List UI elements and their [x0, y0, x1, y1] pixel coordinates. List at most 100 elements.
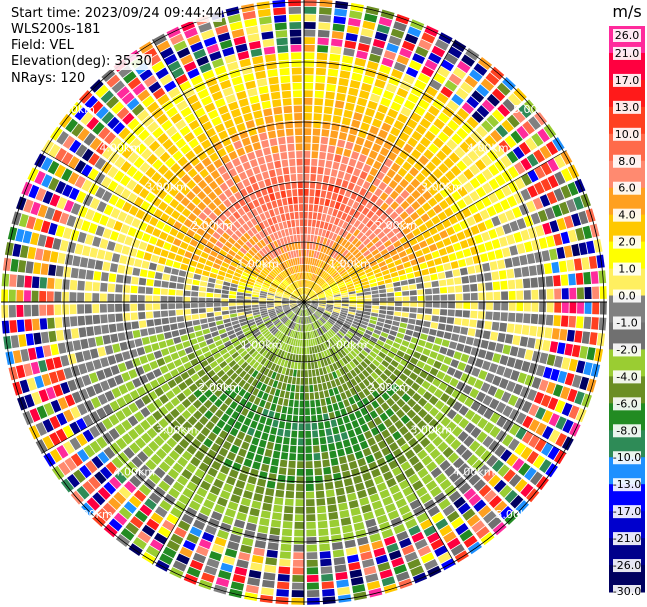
- range-gate: [320, 136, 329, 145]
- range-gate: [386, 230, 395, 239]
- range-gate: [458, 482, 472, 495]
- range-gate: [356, 329, 365, 336]
- range-gate: [332, 272, 339, 278]
- range-gate: [317, 268, 323, 276]
- range-gate: [423, 413, 434, 424]
- range-gate: [336, 264, 343, 272]
- range-gate: [576, 360, 586, 374]
- range-gate: [427, 197, 438, 207]
- range-gate: [328, 240, 335, 248]
- range-gate: [360, 277, 368, 283]
- range-gate: [409, 307, 417, 313]
- range-gate: [273, 412, 281, 421]
- range-gate: [551, 261, 560, 274]
- range-gate: [481, 231, 491, 242]
- range-gate: [416, 195, 427, 206]
- range-gate: [349, 302, 357, 305]
- range-gate: [264, 449, 273, 458]
- range-gate: [305, 264, 308, 272]
- range-gate: [414, 538, 428, 550]
- range-gate: [477, 222, 487, 233]
- range-gate: [309, 346, 313, 354]
- range-gate: [394, 306, 402, 312]
- range-gate: [355, 332, 363, 339]
- range-gate: [483, 408, 494, 420]
- range-gate: [356, 310, 364, 314]
- range-gate: [485, 372, 495, 384]
- range-gate: [357, 129, 368, 139]
- range-gate: [344, 241, 351, 249]
- range-gate: [512, 335, 521, 346]
- range-gate: [457, 393, 468, 404]
- range-gate: [464, 364, 474, 375]
- range-gate: [444, 434, 456, 445]
- range-gate: [355, 313, 363, 317]
- range-gate: [415, 46, 429, 58]
- range-gate: [308, 281, 312, 288]
- range-gate: [375, 217, 384, 227]
- range-gate: [335, 369, 342, 378]
- range-gate: [500, 280, 508, 290]
- range-gate: [497, 464, 510, 478]
- range-gate: [315, 220, 321, 228]
- range-gate: [311, 299, 319, 302]
- range-gate: [346, 165, 354, 174]
- range-gate: [403, 99, 416, 111]
- range-gate: [259, 594, 274, 604]
- range-gate: [203, 565, 218, 576]
- range-gate: [293, 323, 297, 331]
- range-gate: [387, 302, 395, 306]
- range-gate: [275, 373, 281, 381]
- range-gate: [461, 207, 472, 218]
- range-gate: [308, 316, 312, 323]
- range-gate: [326, 321, 333, 327]
- range-gate: [509, 245, 519, 256]
- range-gate: [318, 429, 326, 437]
- range-gate: [590, 363, 601, 378]
- range-gate: [325, 365, 331, 374]
- range-gate: [286, 383, 291, 392]
- range-gate: [420, 167, 431, 178]
- colorbar-tick-label: -4.0: [616, 370, 637, 383]
- range-gate: [464, 409, 476, 421]
- range-gate: [286, 483, 295, 491]
- range-gate: [528, 403, 540, 417]
- range-gate: [262, 502, 272, 512]
- range-gate: [514, 324, 523, 335]
- range-gate: [321, 129, 330, 137]
- range-gate: [313, 274, 318, 282]
- range-gate: [353, 366, 361, 375]
- range-gate: [553, 154, 566, 169]
- range-gate: [500, 155, 512, 168]
- range-gate: [341, 230, 349, 238]
- range-gate: [355, 482, 365, 492]
- range-gate: [318, 305, 326, 309]
- range-gate: [476, 105, 490, 118]
- range-gate: [439, 187, 450, 198]
- range-gate: [318, 367, 324, 376]
- range-gate: [338, 236, 345, 245]
- range-gate: [393, 281, 401, 287]
- range-gate: [317, 293, 325, 297]
- range-gate: [484, 241, 494, 251]
- range-gate: [391, 403, 400, 413]
- range-gate: [395, 409, 406, 419]
- range-gate: [306, 347, 310, 355]
- range-gate: [286, 336, 291, 344]
- range-gate: [482, 469, 496, 482]
- range-gate: [484, 321, 492, 330]
- range-gate: [291, 330, 295, 338]
- range-gate: [296, 370, 301, 377]
- range-gate: [315, 82, 325, 91]
- range-gate: [260, 463, 270, 472]
- range-gate: [306, 280, 309, 288]
- range-gate: [415, 234, 425, 243]
- range-gate: [400, 461, 412, 472]
- range-gate: [494, 500, 508, 514]
- range-gate: [422, 190, 433, 201]
- range-gate: [326, 305, 334, 308]
- range-gate: [337, 219, 345, 228]
- range-gate: [425, 295, 433, 301]
- range-gate: [405, 377, 414, 387]
